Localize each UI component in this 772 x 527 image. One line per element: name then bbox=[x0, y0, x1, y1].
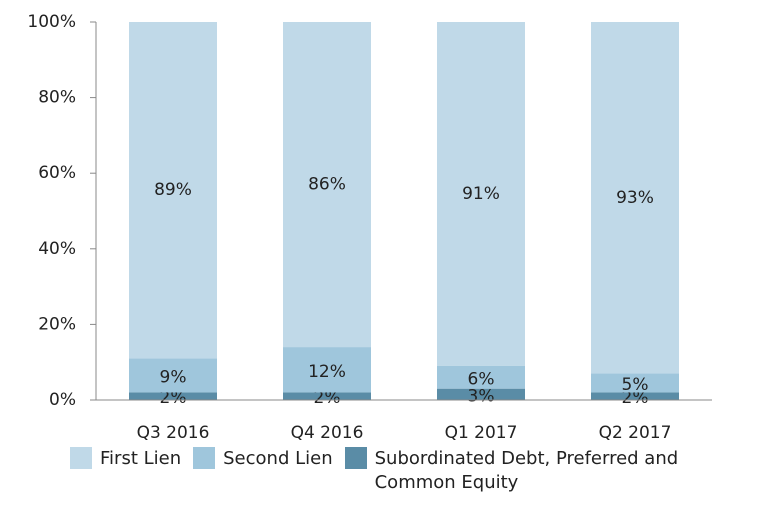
data-label: 9% bbox=[160, 367, 187, 387]
bar-segment bbox=[129, 22, 217, 359]
legend-swatch bbox=[344, 447, 367, 469]
y-tick-label: 20% bbox=[38, 314, 76, 334]
bar-segment bbox=[437, 22, 525, 366]
data-label: 89% bbox=[154, 180, 192, 200]
data-label: 86% bbox=[308, 175, 346, 195]
chart: 0%20%40%60%80%100%2%9%89%Q3 20162%12%86%… bbox=[27, 12, 712, 440]
data-label: 2% bbox=[314, 388, 341, 408]
bar-segment bbox=[591, 392, 679, 400]
data-label: 12% bbox=[308, 362, 346, 382]
x-tick-label: Q3 2016 bbox=[137, 423, 210, 440]
x-tick-label: Q1 2017 bbox=[445, 423, 518, 440]
x-tick-label: Q2 2017 bbox=[599, 423, 672, 440]
legend-label: Second Lien bbox=[223, 448, 333, 469]
y-tick-label: 100% bbox=[27, 12, 76, 32]
bar-segment bbox=[129, 392, 217, 400]
legend-label: First Lien bbox=[100, 448, 182, 469]
bar-segment bbox=[437, 365, 525, 389]
legend-label: Subordinated Debt, Preferred and Common … bbox=[374, 448, 679, 493]
bar-segment bbox=[283, 22, 371, 348]
bar-segment bbox=[283, 392, 371, 400]
data-label: 91% bbox=[462, 184, 500, 204]
data-label: 2% bbox=[160, 388, 187, 408]
bar-segment bbox=[591, 22, 679, 374]
legend-swatch bbox=[193, 447, 216, 469]
y-tick-label: 0% bbox=[49, 390, 76, 410]
data-label: 2% bbox=[622, 388, 649, 408]
bar-segment bbox=[129, 358, 217, 393]
bar-segment bbox=[591, 373, 679, 393]
legend-swatch bbox=[70, 447, 92, 469]
y-tick-label: 60% bbox=[38, 163, 76, 183]
y-tick-label: 40% bbox=[38, 239, 76, 259]
data-label: 5% bbox=[622, 375, 649, 395]
legend-item: First Lien bbox=[70, 447, 181, 471]
legend: First Lien Second Lien Subordinated Debt, … bbox=[70, 447, 737, 495]
data-label: 6% bbox=[468, 369, 495, 389]
x-tick-label: Q4 2016 bbox=[291, 423, 364, 440]
bar-segment bbox=[283, 347, 371, 393]
legend-item: Subordinated Debt, Preferred and Common … bbox=[344, 447, 725, 495]
data-label: 3% bbox=[468, 386, 495, 406]
bar-segment bbox=[437, 388, 525, 400]
data-label: 93% bbox=[616, 188, 654, 208]
y-tick-label: 80% bbox=[38, 88, 76, 108]
legend-item: Second Lien bbox=[193, 447, 333, 471]
